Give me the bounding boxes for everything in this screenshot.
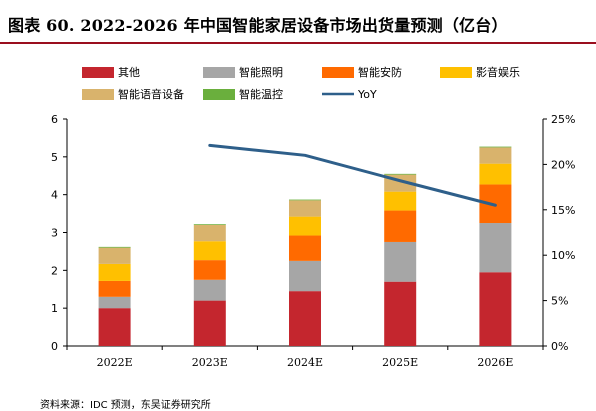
y2-tick-label: 15% <box>551 204 575 217</box>
bar-segment <box>193 224 226 225</box>
bar-segment <box>193 279 226 301</box>
bar-segment <box>479 147 512 164</box>
bar-segment <box>98 296 131 309</box>
bar-segment <box>193 241 226 261</box>
y2-tick-label: 25% <box>551 113 575 126</box>
y-tick-label: 4 <box>51 189 58 202</box>
bar-segment <box>384 173 417 175</box>
bar-segment <box>384 281 417 346</box>
bar-segment <box>289 260 321 292</box>
x-tick-label: 2026E <box>477 356 513 369</box>
y-tick-label: 0 <box>51 340 58 353</box>
y2-tick-label: 20% <box>551 158 575 171</box>
y-tick-label: 3 <box>51 227 58 240</box>
bar-segment <box>289 216 321 236</box>
bar-segment <box>289 235 321 261</box>
bar-segment <box>289 291 321 346</box>
y-tick-label: 2 <box>51 264 58 277</box>
figure-title: 图表 60. 2022-2026 年中国智能家居设备市场出货量预测（亿台） <box>8 16 508 35</box>
chart-bars <box>98 146 512 346</box>
legend-label: 智能语音设备 <box>118 87 184 101</box>
bar-segment <box>479 223 512 273</box>
bar-segment <box>479 146 512 148</box>
figure-source: 资料来源：IDC 预测，东吴证券研究所 <box>40 400 211 411</box>
bar-segment <box>193 260 226 280</box>
y-tick-label: 6 <box>51 113 58 126</box>
bar-segment <box>193 224 226 242</box>
bar-segment <box>384 241 417 282</box>
bar-segment <box>479 163 512 185</box>
bar-segment <box>98 263 131 281</box>
legend-label: 其他 <box>118 66 140 79</box>
x-tick-label: 2023E <box>192 356 228 369</box>
legend-label: YoY <box>357 88 377 101</box>
legend-swatch <box>440 67 472 78</box>
yoy-line-group <box>208 143 497 207</box>
yoy-line <box>208 143 497 207</box>
legend-swatch <box>322 67 354 78</box>
legend-label: 智能温控 <box>239 87 283 101</box>
y2-tick-label: 10% <box>551 249 575 262</box>
legend-label: 影音娱乐 <box>476 65 520 79</box>
bar-segment <box>289 199 321 201</box>
y2-tick-label: 5% <box>551 295 568 308</box>
bar-segment <box>384 210 417 242</box>
legend-swatch <box>203 67 235 78</box>
x-tick-label: 2022E <box>97 356 133 369</box>
legend-swatch <box>203 89 235 100</box>
title-divider <box>0 42 596 44</box>
bar-segment <box>289 200 321 217</box>
bar-segment <box>193 300 226 346</box>
y-tick-label: 1 <box>51 302 58 315</box>
legend-label: 智能照明 <box>239 65 283 79</box>
bar-segment <box>98 246 131 248</box>
bar-segment <box>98 308 131 346</box>
bar-segment <box>98 247 131 264</box>
bar-segment <box>479 272 512 346</box>
chart-axes: 0 1 2 3 4 5 6 0% 5% 10% 15% 20% 25% 2022E 2023E 2024E 20… <box>51 113 575 369</box>
bar-segment <box>384 191 417 211</box>
figure-title-bar: 图表 60. 2022-2026 年中国智能家居设备市场出货量预测（亿台） <box>0 0 596 46</box>
legend-swatch <box>82 67 114 78</box>
legend-label: 智能安防 <box>358 65 402 79</box>
x-tick-label: 2025E <box>382 356 418 369</box>
x-tick-label: 2024E <box>287 356 323 369</box>
y2-tick-label: 0% <box>551 340 568 353</box>
y-tick-label: 5 <box>51 151 58 164</box>
bar-segment <box>98 280 131 297</box>
legend-swatch <box>82 89 114 100</box>
